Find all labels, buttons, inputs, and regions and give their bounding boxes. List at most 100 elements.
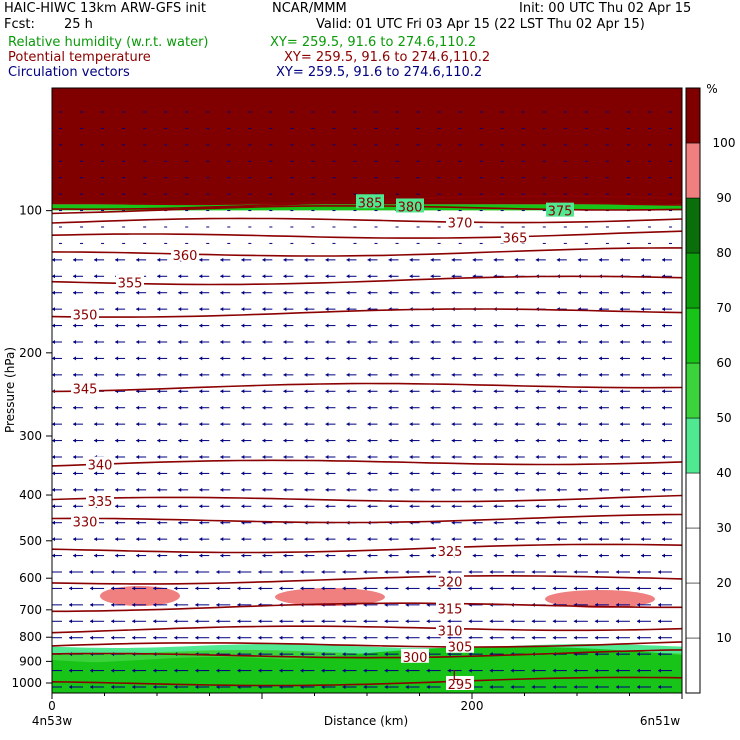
circulation-vector bbox=[52, 670, 62, 672]
circulation-vector bbox=[279, 619, 294, 624]
circulation-vector bbox=[367, 405, 378, 410]
circulation-vector bbox=[132, 685, 147, 689]
theta-contour bbox=[52, 625, 682, 634]
circulation-vector bbox=[73, 553, 84, 558]
circulation-vector bbox=[619, 422, 630, 427]
circulation-vector bbox=[346, 274, 357, 279]
colorbar-tick-label: 90 bbox=[716, 191, 731, 205]
circulation-vector bbox=[304, 504, 315, 509]
circulation-vector bbox=[304, 455, 315, 459]
circulation-vector bbox=[52, 620, 62, 622]
circulation-vector bbox=[304, 405, 315, 410]
circulation-vector bbox=[493, 537, 504, 542]
circulation-vector bbox=[304, 422, 315, 427]
y-tick-label: 400 bbox=[19, 488, 42, 502]
theta-label-bg bbox=[86, 493, 114, 508]
circulation-vector bbox=[573, 668, 588, 673]
circulation-vector bbox=[662, 537, 672, 542]
circulation-vector bbox=[199, 553, 210, 558]
circulation-vector bbox=[514, 471, 525, 476]
circulation-vector bbox=[73, 405, 84, 410]
circulation-vector bbox=[262, 487, 273, 492]
circulation-vector bbox=[73, 471, 84, 476]
circulation-vector bbox=[552, 619, 567, 624]
circulation-vector bbox=[262, 405, 273, 410]
circulation-vector bbox=[52, 257, 62, 262]
circulation-vector bbox=[662, 504, 672, 509]
circulation-vector bbox=[535, 471, 546, 476]
theta-label: 355 bbox=[118, 277, 143, 292]
org-label: NCAR/MMM bbox=[272, 1, 347, 16]
circulation-vector bbox=[662, 307, 672, 312]
circulation-vector bbox=[283, 553, 294, 558]
circulation-vector bbox=[178, 290, 189, 295]
theta-label-bg bbox=[171, 246, 199, 261]
theta-contour bbox=[52, 308, 682, 318]
x-endpoint-left: 4n53w bbox=[32, 714, 73, 728]
circulation-vector bbox=[388, 471, 399, 476]
y-tick-label: 600 bbox=[19, 571, 42, 585]
circulation-vector bbox=[640, 257, 651, 262]
circulation-vector bbox=[241, 290, 252, 295]
circulation-vector bbox=[94, 323, 105, 328]
circulation-vector bbox=[556, 422, 567, 427]
circulation-vector bbox=[489, 619, 504, 624]
circulation-vector bbox=[115, 422, 126, 427]
circulation-vector bbox=[216, 586, 231, 591]
circulation-vector bbox=[195, 586, 210, 591]
theta-contour bbox=[52, 676, 682, 687]
circulation-vector bbox=[178, 504, 189, 509]
circulation-vector bbox=[552, 685, 567, 689]
circulation-vector bbox=[216, 602, 231, 607]
colorbar-swatch bbox=[685, 472, 701, 529]
circulation-vector bbox=[199, 307, 210, 312]
circulation-vector bbox=[115, 356, 126, 361]
theta-label: 335 bbox=[88, 495, 113, 510]
circulation-vector bbox=[577, 422, 588, 427]
x-axis-title: Distance (km) bbox=[324, 714, 408, 728]
circulation-vector bbox=[346, 504, 357, 509]
circulation-vector bbox=[472, 438, 483, 443]
circulation-vector bbox=[388, 553, 399, 558]
circulation-vector bbox=[195, 602, 210, 607]
circulation-vector bbox=[451, 274, 462, 279]
circulation-vector bbox=[220, 422, 231, 427]
circulation-vector bbox=[220, 290, 231, 295]
circulation-vector bbox=[304, 323, 315, 328]
circulation-vector bbox=[115, 340, 126, 344]
circulation-vector bbox=[136, 471, 147, 476]
circulation-vector bbox=[237, 570, 252, 574]
circulation-vector bbox=[73, 323, 84, 328]
circulation-vector bbox=[640, 537, 651, 542]
circulation-vector bbox=[325, 356, 336, 361]
circulation-vector bbox=[636, 635, 651, 640]
circulation-vector bbox=[430, 340, 441, 344]
circulation-vector bbox=[178, 389, 189, 394]
circulation-vector bbox=[367, 372, 378, 377]
circulation-vector bbox=[388, 537, 399, 542]
circulation-vector bbox=[90, 570, 105, 574]
circulation-vector bbox=[73, 290, 84, 295]
circulation-vector bbox=[153, 570, 168, 574]
circulation-vector bbox=[430, 455, 441, 459]
circulation-vector bbox=[153, 685, 168, 689]
theta-contour bbox=[52, 513, 682, 524]
circulation-vector bbox=[69, 586, 84, 591]
circulation-vector bbox=[262, 323, 273, 328]
circulation-vector bbox=[594, 635, 609, 640]
circulation-vector bbox=[321, 570, 336, 574]
circulation-vector bbox=[468, 668, 483, 673]
circulation-vector bbox=[52, 553, 62, 558]
circulation-vector bbox=[451, 438, 462, 443]
circulation-vector bbox=[111, 619, 126, 624]
field-rh-label: Relative humidity (w.r.t. water) bbox=[8, 35, 209, 50]
circulation-vector bbox=[262, 455, 273, 459]
circulation-vector bbox=[409, 356, 420, 361]
rh-fill-100-pocket bbox=[545, 590, 655, 608]
circulation-vector bbox=[52, 571, 62, 573]
circulation-vector bbox=[199, 389, 210, 394]
circulation-vector bbox=[636, 602, 651, 607]
circulation-vector bbox=[367, 290, 378, 295]
theta-label: 365 bbox=[503, 232, 528, 247]
circulation-vector bbox=[468, 635, 483, 640]
